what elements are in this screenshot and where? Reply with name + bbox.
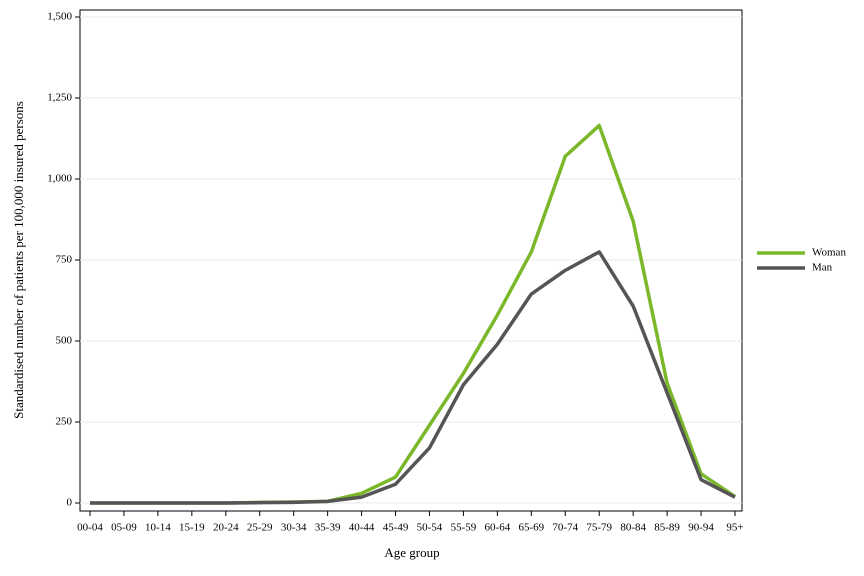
y-axis-label: Standardised number of patients per 100,… xyxy=(11,101,26,419)
x-tick-label: 40-44 xyxy=(349,522,375,534)
x-tick-label: 55-59 xyxy=(451,522,477,534)
x-tick-label: 05-09 xyxy=(111,522,137,534)
x-tick-label: 70-74 xyxy=(552,522,578,534)
x-tick-label: 90-94 xyxy=(688,522,714,534)
y-tick-label: 750 xyxy=(56,254,73,266)
x-tick-label: 25-29 xyxy=(247,522,273,534)
x-tick-label: 65-69 xyxy=(518,522,544,534)
y-tick-label: 1,000 xyxy=(47,173,72,185)
x-tick-label: 15-19 xyxy=(179,522,205,534)
x-tick-label: 75-79 xyxy=(586,522,612,534)
x-tick-label: 85-89 xyxy=(654,522,680,534)
y-tick-label: 1,500 xyxy=(47,11,72,23)
x-tick-label: 95+ xyxy=(726,522,743,534)
x-tick-label: 80-84 xyxy=(620,522,646,534)
legend-label: Man xyxy=(812,262,833,274)
y-tick-label: 1,250 xyxy=(47,92,72,104)
x-tick-label: 60-64 xyxy=(485,522,511,534)
x-axis-label: Age group xyxy=(384,545,439,560)
legend-label: Woman xyxy=(812,247,846,259)
y-tick-label: 250 xyxy=(56,416,73,428)
x-tick-label: 50-54 xyxy=(417,522,443,534)
y-tick-label: 500 xyxy=(56,335,73,347)
x-tick-label: 00-04 xyxy=(77,522,103,534)
x-tick-label: 30-34 xyxy=(281,522,307,534)
x-tick-label: 20-24 xyxy=(213,522,239,534)
x-tick-label: 45-49 xyxy=(383,522,409,534)
line-series xyxy=(90,250,736,505)
y-tick-label: 0 xyxy=(67,497,73,509)
x-tick-label: 35-39 xyxy=(315,522,341,534)
x-tick-label: 10-14 xyxy=(145,522,171,534)
